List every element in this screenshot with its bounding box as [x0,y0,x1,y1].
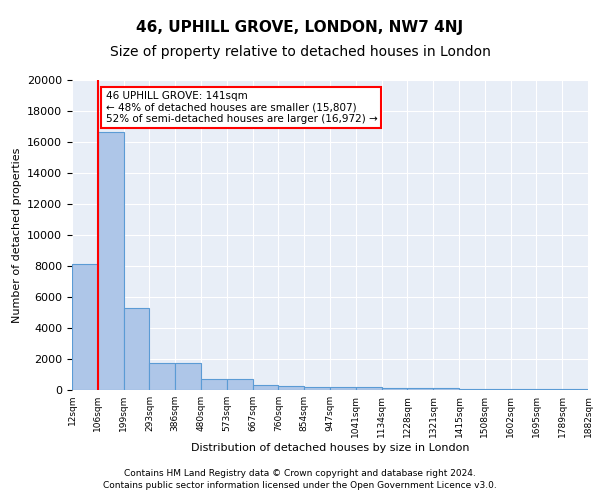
Bar [433,388,459,390]
Bar [201,379,227,390]
Bar [304,386,330,390]
Bar [149,363,175,390]
Text: Contains HM Land Registry data © Crown copyright and database right 2024.
Contai: Contains HM Land Registry data © Crown c… [103,468,497,490]
Text: Size of property relative to detached houses in London: Size of property relative to detached ho… [110,45,490,59]
Bar [175,363,201,390]
Bar [536,389,562,390]
Bar [459,388,485,390]
Bar [511,389,536,390]
Bar [407,388,433,390]
Text: 46 UPHILL GROVE: 141sqm
← 48% of detached houses are smaller (15,807)
52% of sem: 46 UPHILL GROVE: 141sqm ← 48% of detache… [106,91,377,124]
Bar [124,308,149,390]
Bar [72,264,98,390]
Bar [485,389,511,390]
Bar [356,388,382,390]
Bar [278,386,304,390]
Bar [98,132,124,390]
Bar [253,386,278,390]
Bar [227,379,253,390]
Bar [330,387,356,390]
Text: 46, UPHILL GROVE, LONDON, NW7 4NJ: 46, UPHILL GROVE, LONDON, NW7 4NJ [136,20,464,35]
Bar [382,388,407,390]
Y-axis label: Number of detached properties: Number of detached properties [11,148,22,322]
X-axis label: Distribution of detached houses by size in London: Distribution of detached houses by size … [191,442,469,452]
